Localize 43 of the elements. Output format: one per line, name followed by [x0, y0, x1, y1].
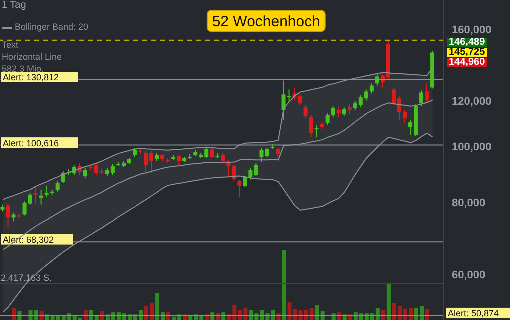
annotation: 582,3 Mio. — [2, 64, 46, 74]
ref-line-label: 52 Wochenhoch — [212, 14, 320, 31]
y-tick-label: 80,000 — [452, 197, 486, 210]
annotation: Text — [2, 40, 20, 51]
ref-line-label: Alert: 68,302 — [3, 235, 54, 246]
candlestick — [83, 168, 88, 179]
candlestick — [314, 125, 319, 138]
annotation: Horizontal Line — [2, 52, 64, 63]
y-tick-label: 160,000 — [452, 24, 492, 36]
candlestick — [221, 152, 226, 163]
ref-line-label: Alert: 100,616 — [3, 138, 60, 148]
candlestick — [420, 90, 424, 108]
candlestick — [336, 107, 341, 118]
candlestick — [304, 104, 308, 120]
text: 145,725 — [447, 46, 488, 58]
chart-title: 1 Tag — [2, 0, 26, 11]
candlestick — [232, 164, 236, 182]
candlestick — [331, 106, 336, 118]
y-tick-label: 120,000 — [452, 96, 492, 108]
candlestick — [61, 170, 66, 184]
ref-line-label: Alert: 50,874 — [448, 308, 500, 319]
candlestick — [326, 112, 330, 126]
candlestick — [243, 176, 248, 188]
candlestick — [177, 154, 182, 166]
y-tick-label: 100,000 — [452, 142, 492, 154]
candlestick — [56, 180, 60, 192]
candlestick — [34, 185, 38, 204]
candlestick — [39, 190, 44, 206]
candlestick — [6, 203, 10, 228]
candlestick — [425, 83, 430, 104]
candlestick — [276, 148, 280, 159]
ref-line-label: Alert: 130,812 — [3, 72, 60, 83]
candlestick — [44, 185, 49, 198]
candlestick — [402, 110, 407, 124]
candlestick — [370, 83, 374, 94]
legend-label: Bollinger Band: 20 — [14, 22, 89, 33]
text: 146,489 — [447, 36, 488, 48]
candlestick — [309, 114, 314, 138]
candlestick — [210, 148, 214, 159]
text: 144,960 — [447, 56, 488, 68]
candlestick — [238, 179, 242, 198]
y-tick-label: 60,000 — [452, 269, 486, 282]
candlestick — [348, 104, 352, 116]
